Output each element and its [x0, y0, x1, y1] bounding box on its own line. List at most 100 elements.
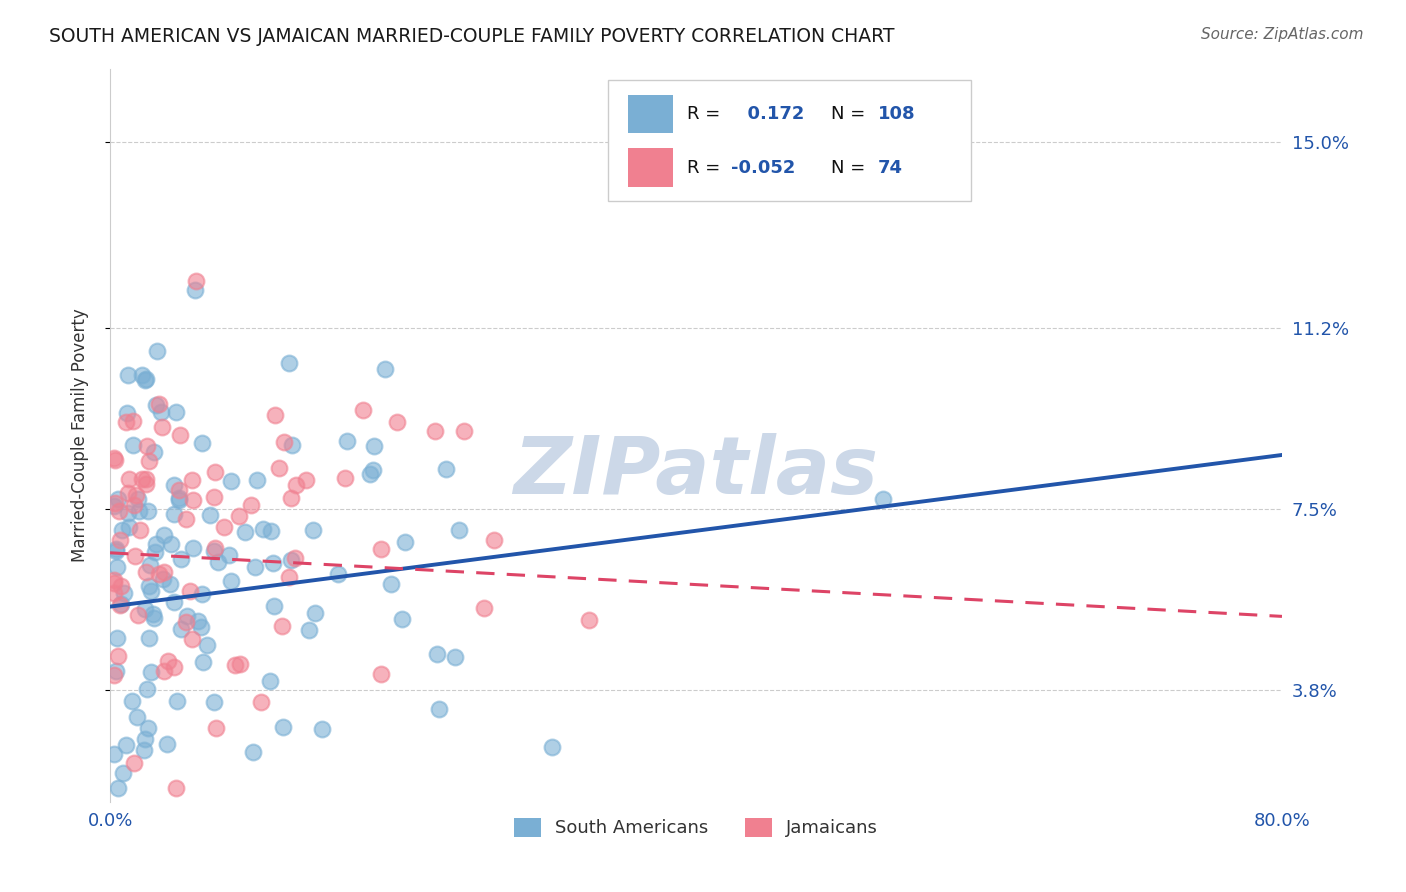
Point [169, 428, 191, 442]
Point [152, 527, 174, 541]
Point [142, 445, 165, 459]
Point [219, 474, 242, 488]
Point [134, 476, 156, 491]
Point [181, 492, 204, 507]
Point [103, 668, 125, 682]
Point [167, 483, 190, 497]
Point [117, 486, 139, 500]
Point [207, 555, 229, 569]
Point [132, 743, 155, 757]
Legend: South Americans, Jamaicans: South Americans, Jamaicans [506, 811, 886, 845]
Point [224, 657, 246, 672]
Y-axis label: Married-Couple Family Poverty: Married-Couple Family Poverty [72, 309, 89, 562]
Point [191, 655, 214, 669]
Point [391, 612, 413, 626]
Point [110, 533, 132, 548]
Point [190, 619, 212, 633]
Point [125, 710, 148, 724]
Point [136, 504, 159, 518]
Point [352, 403, 374, 417]
Point [128, 503, 150, 517]
Point [281, 438, 304, 452]
Point [361, 463, 384, 477]
Point [163, 478, 186, 492]
Point [165, 404, 187, 418]
Point [143, 545, 166, 559]
Point [118, 520, 141, 534]
Text: SOUTH AMERICAN VS JAMAICAN MARRIED-COUPLE FAMILY POVERTY CORRELATION CHART: SOUTH AMERICAN VS JAMAICAN MARRIED-COUPL… [49, 27, 894, 45]
Point [105, 544, 128, 558]
Point [202, 544, 225, 558]
Point [150, 420, 173, 434]
Bar [628, 148, 672, 186]
Point [139, 665, 162, 679]
Point [294, 474, 316, 488]
Point [135, 372, 157, 386]
Point [110, 597, 132, 611]
Text: R =: R = [686, 159, 720, 177]
Point [285, 478, 308, 492]
Point [121, 694, 143, 708]
Point [278, 570, 301, 584]
Point [304, 606, 326, 620]
Point [363, 439, 385, 453]
Point [105, 541, 128, 556]
Point [427, 701, 450, 715]
Point [103, 499, 125, 513]
Point [170, 552, 193, 566]
Point [252, 523, 274, 537]
Point [195, 638, 218, 652]
Point [302, 523, 325, 537]
Point [131, 368, 153, 382]
Point [163, 507, 186, 521]
Point [121, 438, 143, 452]
Bar [628, 95, 672, 133]
Point [333, 471, 356, 485]
Point [138, 579, 160, 593]
Text: ZIPatlas: ZIPatlas [513, 434, 879, 511]
Point [184, 274, 207, 288]
Point [541, 739, 564, 754]
Point [233, 524, 256, 539]
Point [104, 496, 127, 510]
Point [269, 461, 291, 475]
Point [181, 473, 204, 487]
Point [191, 587, 214, 601]
Point [167, 491, 190, 505]
Point [118, 472, 141, 486]
Point [184, 283, 207, 297]
Point [124, 756, 146, 771]
Point [218, 548, 240, 562]
Point [112, 586, 135, 600]
Point [190, 436, 212, 450]
Point [394, 534, 416, 549]
Point [336, 434, 359, 449]
Point [103, 575, 125, 590]
Point [107, 780, 129, 795]
Point [105, 559, 128, 574]
Point [142, 607, 165, 622]
Point [110, 578, 132, 592]
Point [148, 397, 170, 411]
Point [166, 693, 188, 707]
Point [262, 556, 284, 570]
Point [108, 599, 131, 613]
Point [453, 424, 475, 438]
Point [176, 512, 198, 526]
Text: N =: N = [831, 159, 865, 177]
Point [271, 619, 294, 633]
Point [138, 632, 160, 646]
Point [243, 559, 266, 574]
Point [112, 766, 135, 780]
Point [122, 414, 145, 428]
Point [280, 491, 302, 506]
Point [111, 523, 134, 537]
Point [105, 631, 128, 645]
Point [169, 623, 191, 637]
Point [107, 649, 129, 664]
Point [260, 524, 283, 538]
Point [134, 602, 156, 616]
Point [107, 492, 129, 507]
Point [131, 472, 153, 486]
Point [104, 453, 127, 467]
